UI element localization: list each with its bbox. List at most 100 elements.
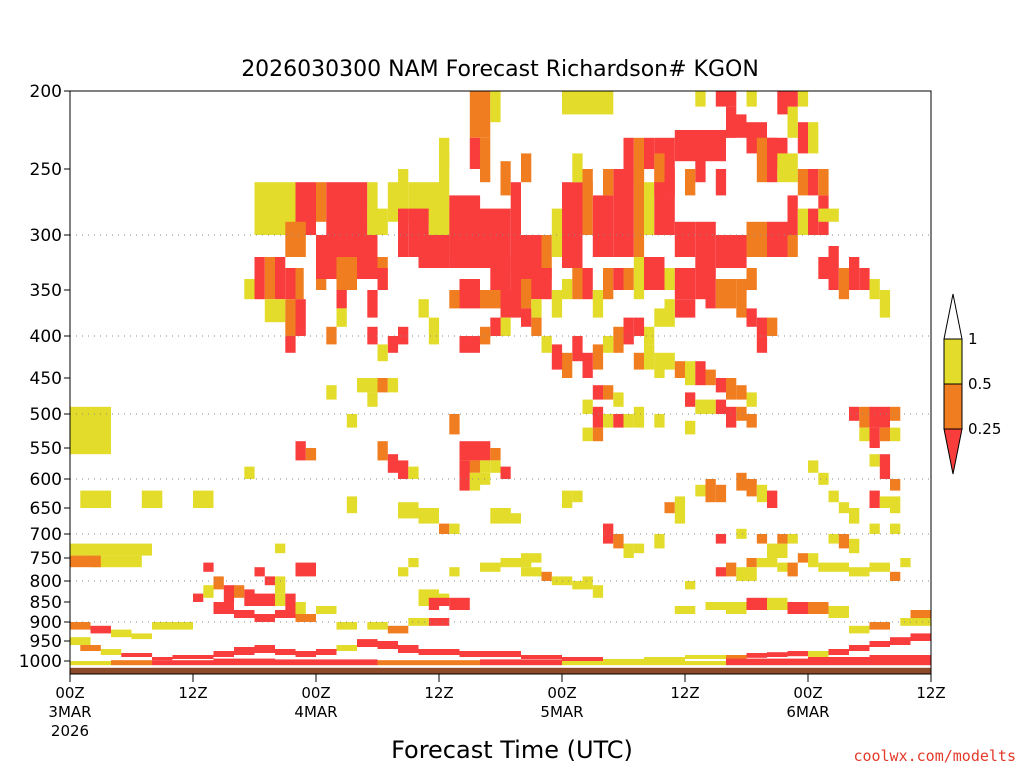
ri-cell-yellow bbox=[797, 91, 809, 107]
ri-cell-red bbox=[715, 534, 727, 544]
ri-cell-orange bbox=[603, 385, 614, 400]
ri-cell-orange bbox=[469, 91, 491, 138]
ri-cell-red bbox=[398, 645, 419, 653]
ri-cell-orange bbox=[746, 268, 757, 290]
y-tick-label: 600 bbox=[30, 470, 62, 490]
ri-cell-red bbox=[849, 406, 860, 421]
ri-cell-red bbox=[336, 290, 347, 309]
ri-cell-red bbox=[449, 597, 470, 610]
ri-cell-orange bbox=[726, 562, 737, 577]
ri-cell-red bbox=[623, 317, 634, 345]
ri-cell-red bbox=[254, 257, 265, 300]
ri-cell-red bbox=[428, 618, 450, 626]
x-tick-label: 6MAR bbox=[786, 703, 829, 721]
ri-cell-red bbox=[541, 268, 552, 300]
ri-cell-yellow bbox=[777, 562, 788, 572]
ri-cell-orange bbox=[336, 257, 357, 290]
ri-cell-red bbox=[654, 182, 665, 235]
ri-cell-yellow bbox=[808, 651, 829, 657]
credit-text[interactable]: coolwx.com/modelts bbox=[853, 747, 1016, 765]
ri-cell-red bbox=[254, 614, 275, 622]
ri-cell-yellow bbox=[264, 299, 286, 323]
ri-cell-yellow bbox=[890, 427, 901, 442]
ri-cell-yellow bbox=[828, 562, 849, 572]
ri-cell-red bbox=[418, 235, 439, 268]
ri-cell-red bbox=[387, 454, 399, 473]
ri-cell-yellow bbox=[336, 645, 357, 651]
x-tick-label: 00Z bbox=[793, 684, 822, 702]
ri-cell-orange bbox=[726, 655, 747, 659]
ri-cell-red bbox=[490, 257, 511, 290]
ri-cell-orange bbox=[890, 406, 901, 421]
ri-cell-yellow bbox=[685, 361, 696, 386]
ri-cell-yellow bbox=[879, 290, 891, 318]
legend-swatch-above-1 bbox=[943, 293, 963, 340]
ri-cell-yellow bbox=[572, 490, 583, 503]
ri-cell-red bbox=[705, 130, 726, 162]
ri-cell-orange bbox=[859, 406, 870, 428]
ri-cell-red bbox=[869, 641, 890, 647]
legend-swatch-0.5-1 bbox=[943, 338, 963, 385]
ri-cell-red bbox=[787, 602, 808, 614]
ri-cell-red bbox=[316, 649, 337, 655]
ri-cell-yellow bbox=[346, 496, 358, 514]
ri-cell-yellow bbox=[275, 593, 286, 606]
ri-cell-orange bbox=[592, 427, 604, 442]
ri-cell-yellow bbox=[100, 649, 122, 655]
ri-cell-yellow bbox=[521, 567, 542, 577]
ri-cell-red bbox=[726, 658, 808, 666]
ri-cell-red bbox=[500, 290, 521, 318]
ri-cell-red bbox=[582, 352, 593, 378]
ri-cell-yellow bbox=[900, 618, 932, 626]
ri-cell-red bbox=[695, 221, 716, 268]
ri-cell-red bbox=[285, 336, 296, 353]
ri-cell-orange bbox=[480, 326, 491, 345]
ri-cell-yellow bbox=[736, 528, 747, 539]
ri-cell-yellow bbox=[828, 490, 839, 503]
ri-cell-red bbox=[695, 361, 706, 386]
legend-swatch-0.25-0.5 bbox=[943, 383, 963, 430]
ri-cell-yellow bbox=[275, 543, 286, 554]
ri-cell-yellow bbox=[592, 585, 604, 598]
ri-cell-yellow bbox=[562, 91, 583, 115]
ri-cell-orange bbox=[726, 378, 737, 400]
ri-cell-red bbox=[285, 593, 296, 610]
ri-cell-yellow bbox=[808, 553, 819, 568]
ri-cell-red bbox=[623, 137, 634, 169]
ri-cell-red bbox=[592, 195, 614, 257]
ri-cell-yellow bbox=[480, 472, 491, 485]
ri-cell-yellow bbox=[767, 597, 788, 610]
ri-cell-red bbox=[562, 182, 583, 268]
pressure-axis: 200 250 300 350 400 450 500 550 600 650 700 750 8008… bbox=[19, 82, 70, 672]
ri-cell-yellow bbox=[787, 153, 798, 183]
ri-cell-red bbox=[695, 153, 706, 183]
ri-cell-yellow bbox=[685, 655, 726, 659]
ri-cell-orange bbox=[674, 361, 686, 378]
ri-cell-yellow bbox=[203, 585, 214, 598]
x-tick-label: 00Z bbox=[55, 684, 84, 702]
ri-cell-yellow bbox=[818, 208, 839, 222]
ri-cell-orange bbox=[521, 279, 532, 309]
ri-cell-red bbox=[746, 653, 767, 658]
ri-cell-yellow bbox=[131, 633, 152, 640]
ri-cell-yellow bbox=[695, 484, 706, 497]
ri-cell-orange bbox=[305, 448, 317, 461]
ri-cell-red bbox=[152, 660, 214, 666]
ri-cell-orange bbox=[777, 534, 788, 544]
y-tick-label: 900 bbox=[30, 613, 62, 633]
ri-cell-orange bbox=[541, 571, 552, 581]
ri-cell-yellow bbox=[890, 523, 901, 534]
ri-cell-yellow bbox=[633, 543, 645, 554]
ri-cell-orange bbox=[592, 344, 604, 370]
ri-cell-yellow bbox=[582, 91, 614, 115]
ri-cell-orange bbox=[910, 610, 931, 618]
ri-cell-yellow bbox=[644, 657, 685, 661]
ri-cell-yellow bbox=[531, 299, 542, 318]
ri-cell-red bbox=[828, 246, 839, 290]
ri-cell-red bbox=[592, 385, 604, 400]
ri-cell-red bbox=[254, 593, 275, 606]
ri-cell-yellow bbox=[828, 534, 839, 544]
x-axis-label: Forecast Time (UTC) bbox=[391, 736, 633, 764]
ri-cell-orange bbox=[377, 660, 480, 666]
ri-cell-red bbox=[223, 585, 235, 602]
